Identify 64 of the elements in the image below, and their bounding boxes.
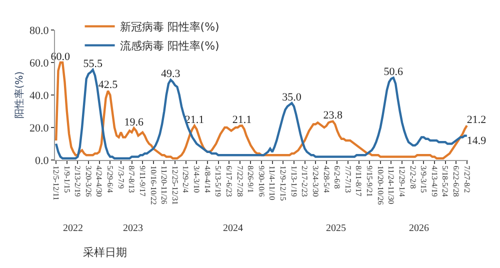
x-tick-label: 6/22-6/28	[452, 166, 461, 197]
data-label: 42.5	[98, 79, 118, 92]
data-label: 23.8	[323, 110, 343, 122]
x-tick-label: 8/26-9/1	[246, 166, 256, 193]
x-tick-label: 1/13-1/19	[289, 166, 298, 197]
x-tick-label: 2/2-2/8	[408, 166, 418, 189]
x-tick-label: 7/7-7/13	[343, 166, 352, 193]
text: 2024	[223, 223, 243, 234]
legend-label: 流感病毒 阳性率(%)	[120, 40, 220, 53]
x-axis-title: 采样日期	[83, 246, 127, 259]
x-tick-label: 4/13-4/19	[430, 166, 439, 197]
x-tick-label: 8/11-8/17	[354, 166, 364, 196]
x-tick-label: 4/24-4/30	[94, 166, 104, 197]
x-tick-label: 3/4-3/10	[192, 166, 202, 193]
text: 2026	[409, 223, 429, 234]
y-tick-label: 40.0	[30, 90, 50, 102]
data-label: 19.6	[124, 116, 144, 128]
x-tick-label: 3/24-3/30	[310, 166, 320, 197]
x-tick-label: 7/3-7/9	[116, 166, 126, 189]
x-tick-label: 4/8-4/14	[202, 166, 212, 193]
data-label: 14.9	[466, 135, 487, 148]
x-tick-label: 2/17-2/23	[300, 166, 310, 197]
x-tick-label: 5/13-5/19	[214, 166, 223, 197]
x-tick-label: 4/28-5/4	[322, 166, 331, 193]
x-tick-label: 1/9-1/15	[62, 166, 72, 193]
x-tick-label: 3/9-3/15	[419, 166, 428, 193]
x-tick-label: 12/5-12/11	[51, 166, 60, 200]
x-tick-label: 3/20-3/26	[84, 166, 93, 197]
x-tick-label: 5/29-6/4	[106, 166, 115, 193]
data-label: 35.0	[282, 91, 302, 104]
y-tick-label: 0.0	[35, 154, 50, 167]
x-tick-label: 9/11-9/17	[138, 166, 147, 196]
data-label: 50.6	[384, 66, 404, 78]
x-tick-label: 12/25-12/31	[170, 166, 180, 205]
x-tick-label: 11/24-11/30	[386, 166, 396, 204]
data-label: 49.3	[161, 68, 181, 80]
text: 2025	[326, 223, 346, 234]
x-tick-label: 12/29-1/4	[397, 166, 406, 197]
x-tick-label: 10/20-10/26	[376, 166, 385, 205]
text: 2023	[123, 223, 143, 234]
x-tick-label: 11/20-11/26	[160, 166, 169, 204]
x-tick-label: 10/16-10/22	[148, 166, 158, 205]
x-tick-label: 7/27-8/2	[462, 166, 472, 193]
x-tick-label: 7/22-7/28	[235, 166, 244, 197]
x-tick-label: 12/9-12/15	[278, 166, 288, 201]
data-label: 60.0	[50, 50, 71, 63]
y-axis-title: 阳性率(%)	[14, 71, 26, 119]
x-tick-label: 8/7-8/13	[127, 166, 136, 193]
x-tick-label: 11/4-11/10	[268, 166, 277, 200]
x-tick-label: 2/13-2/19	[73, 166, 82, 197]
legend-label: 新冠病毒 阳性率(%)	[120, 20, 220, 34]
y-tick-label: 60.0	[30, 57, 50, 70]
data-label: 55.5	[83, 58, 103, 70]
x-tick-label: 6/2-6/8	[332, 166, 342, 189]
x-tick-label: 5/18-5/24	[440, 166, 450, 197]
data-label: 21.1	[232, 114, 252, 126]
x-tick-label: 9/15-9/21	[365, 166, 374, 197]
x-tick-label: 9/30-10/6	[256, 166, 266, 197]
x-tick-label: 6/17-6/23	[224, 166, 234, 197]
text: 2022	[63, 223, 83, 234]
x-tick-label: 1/29-2/4	[181, 166, 190, 193]
data-label: 21.2	[466, 114, 486, 126]
y-tick-label: 20.0	[30, 122, 50, 134]
y-tick-label: 80.0	[30, 24, 50, 37]
